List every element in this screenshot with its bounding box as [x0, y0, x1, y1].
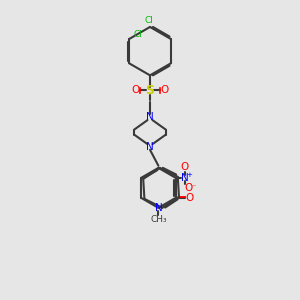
Text: O: O	[184, 183, 193, 194]
Text: CH₃: CH₃	[150, 215, 167, 224]
Text: ⁻: ⁻	[191, 183, 196, 192]
Text: O: O	[186, 193, 194, 203]
Text: N: N	[146, 142, 154, 152]
Text: O: O	[131, 85, 140, 95]
Text: O: O	[180, 162, 189, 172]
Text: N: N	[146, 112, 154, 122]
Text: Cl: Cl	[145, 16, 153, 25]
Text: +: +	[187, 172, 193, 178]
Text: N: N	[154, 203, 162, 213]
Text: N: N	[181, 173, 188, 183]
Text: S: S	[146, 84, 154, 97]
Text: Cl: Cl	[134, 30, 142, 39]
Text: O: O	[160, 85, 169, 95]
